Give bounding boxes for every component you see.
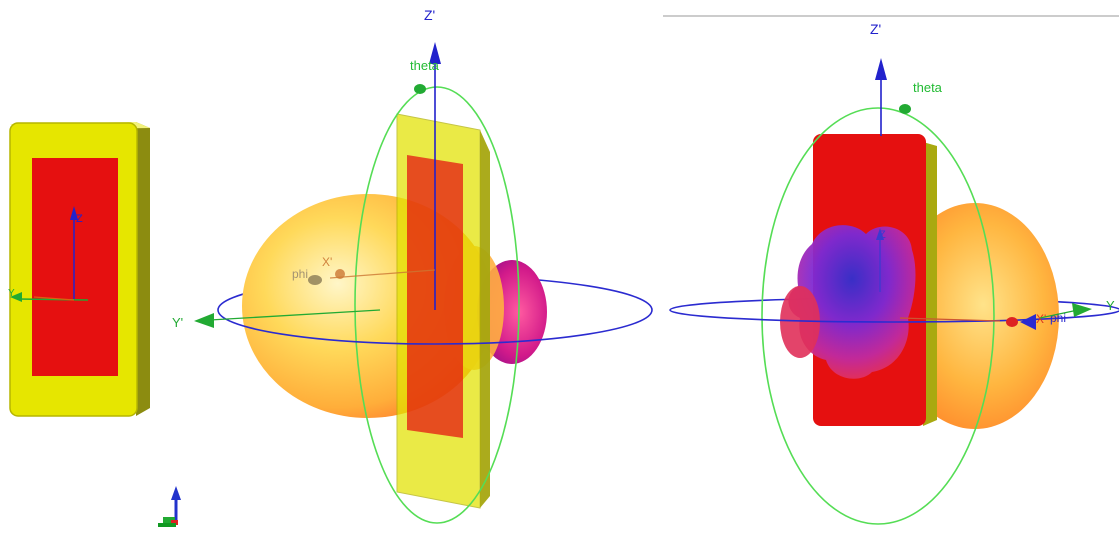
left-patch <box>32 158 118 376</box>
right-phi-marker <box>1020 314 1036 330</box>
middle-axis-phi-label: phi <box>292 267 308 281</box>
right-axis-x-label: X' <box>1036 312 1046 326</box>
right-axis-z-inner-arrow <box>876 228 884 240</box>
left-axis-y-line <box>17 298 89 301</box>
right-pattern-front-lobe <box>788 225 916 379</box>
orientation-triad-icon <box>158 486 181 527</box>
middle-phi-marker <box>308 275 322 285</box>
left-axis-y-arrow <box>10 292 22 302</box>
right-axis-z-arrow <box>875 58 887 80</box>
right-board-side <box>923 142 937 426</box>
right-x-marker <box>1006 317 1018 327</box>
right-axis-y-arrow <box>1072 303 1092 317</box>
right-axis-z-label: Z' <box>870 21 881 37</box>
right-phi-ring-front <box>669 309 1119 323</box>
middle-axis-y-arrow <box>194 313 214 328</box>
middle-view: Z' theta Y' phi X' <box>172 7 653 524</box>
right-view: Z' theta Z X' phi Y <box>669 21 1119 525</box>
middle-board-side <box>480 130 490 508</box>
right-axis-x-line <box>899 317 1001 322</box>
right-pattern-left-bulge <box>780 286 820 358</box>
middle-theta-marker <box>414 84 426 94</box>
left-axis-x-line <box>33 296 75 301</box>
right-axis-z-inner-label: Z <box>879 229 886 241</box>
middle-axis-y-label: Y' <box>172 315 183 330</box>
right-theta-marker <box>899 104 911 114</box>
left-axis-z-label: Z <box>76 213 83 225</box>
left-axis-z-arrow <box>70 206 78 220</box>
middle-axis-x-line <box>329 269 436 279</box>
right-theta-ring <box>761 107 995 525</box>
middle-axis-theta-label: theta <box>410 58 440 73</box>
right-axis-theta-label: theta <box>913 80 943 95</box>
middle-phi-ring-front <box>217 309 653 345</box>
middle-x-marker <box>335 269 345 279</box>
middle-axis-z-label: Z' <box>424 7 435 23</box>
left-board-side <box>136 122 150 416</box>
left-view: Z Y <box>8 122 150 417</box>
right-axis-y-label: Y <box>1106 298 1115 313</box>
middle-axis-y-line <box>209 309 381 321</box>
right-axis-y-line <box>1039 309 1079 319</box>
middle-theta-ring <box>354 86 520 524</box>
middle-axis-z-arrow <box>429 42 441 64</box>
left-axis-y-label: Y <box>8 288 15 299</box>
middle-axis-x-label: X' <box>322 255 332 269</box>
